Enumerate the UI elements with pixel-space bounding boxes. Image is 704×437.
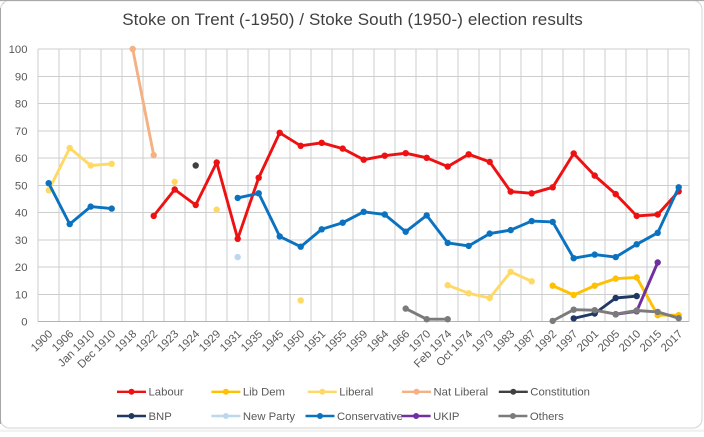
svg-text:Nat Liberal: Nat Liberal [434, 387, 489, 399]
svg-text:100: 100 [9, 44, 28, 56]
svg-text:70: 70 [15, 126, 28, 138]
svg-text:Stoke on Trent (-1950) / Stoke: Stoke on Trent (-1950) / Stoke South (19… [122, 10, 583, 29]
svg-text:90: 90 [15, 71, 28, 83]
svg-text:30: 30 [15, 235, 28, 247]
svg-text:Lib Dem: Lib Dem [243, 387, 285, 399]
svg-text:Others: Others [530, 411, 564, 423]
svg-text:Liberal: Liberal [339, 387, 373, 399]
svg-text:20: 20 [15, 262, 28, 274]
svg-text:UKIP: UKIP [433, 411, 459, 423]
svg-text:BNP: BNP [149, 411, 172, 423]
svg-text:50: 50 [15, 180, 28, 192]
svg-text:60: 60 [15, 153, 28, 165]
svg-text:Conservative: Conservative [337, 411, 403, 423]
svg-text:0: 0 [21, 317, 27, 329]
svg-text:Constitution: Constitution [530, 387, 590, 399]
svg-text:80: 80 [15, 99, 28, 111]
svg-text:40: 40 [15, 208, 28, 220]
svg-text:New Party: New Party [243, 411, 295, 423]
svg-text:10: 10 [15, 289, 28, 301]
svg-text:Labour: Labour [149, 387, 184, 399]
